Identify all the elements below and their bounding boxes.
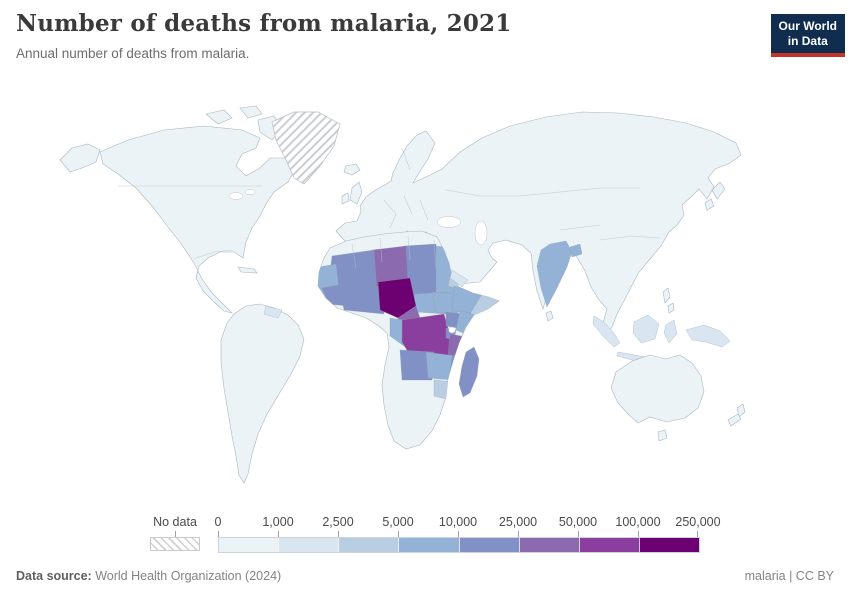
legend-no-data-label: No data: [153, 515, 197, 529]
landmass-north-america[interactable]: [99, 125, 297, 314]
world-map-container: [0, 88, 850, 512]
country-indonesia[interactable]: [592, 314, 678, 364]
country-papua-new-guinea[interactable]: [685, 324, 731, 348]
legend-bin-5[interactable]: [518, 538, 579, 552]
chart-header: Number of deaths from malaria, 2021 Annu…: [16, 10, 760, 61]
country-zimbabwe[interactable]: [433, 379, 455, 401]
country-guyana-region[interactable]: [263, 305, 283, 319]
legend-tick-label-4: 10,000: [438, 515, 478, 529]
country-new-zealand[interactable]: [727, 403, 746, 427]
legend-tick-label-0: 0: [214, 515, 222, 529]
owid-logo[interactable]: Our World in Data: [770, 14, 845, 57]
legend-colorbar: 0 1,000 2,500 5,000 10,000 25,000 50,000…: [214, 515, 721, 555]
data-source-value: World Health Organization (2024): [91, 569, 282, 583]
country-madagascar[interactable]: [458, 346, 480, 398]
landmass-alaska[interactable]: [59, 143, 101, 173]
chart-title: Number of deaths from malaria, 2021: [16, 10, 512, 37]
legend-bin-6[interactable]: [578, 538, 639, 552]
inland-seas: [228, 188, 488, 246]
country-greenland-no-data[interactable]: [271, 111, 341, 185]
country-congo[interactable]: [389, 317, 405, 347]
landmass-australia[interactable]: [610, 354, 705, 424]
legend-tick-4: [458, 531, 459, 537]
legend-tick-3: [398, 531, 399, 537]
landmass-south-america[interactable]: [220, 303, 305, 484]
legend-tick-0: [218, 531, 219, 537]
legend-tick-5: [518, 531, 519, 537]
country-india-northeast[interactable]: [569, 243, 583, 258]
legend-tick-7: [638, 531, 639, 537]
owid-logo-line1: Our World: [778, 19, 837, 33]
legend-tick-label-5: 25,000: [498, 515, 538, 529]
legend-bin-0[interactable]: [219, 538, 279, 552]
legend-bin-3[interactable]: [398, 538, 459, 552]
legend-tick-6: [578, 531, 579, 537]
legend-tick-label-8: 250,000: [675, 515, 721, 529]
chart-footer: Data source: World Health Organization (…: [16, 569, 834, 583]
country-angola[interactable]: [399, 349, 435, 381]
legend-color-bar: [218, 537, 700, 553]
lake-victoria: [448, 326, 456, 334]
country-ireland[interactable]: [341, 192, 350, 205]
legend-tick-label-3: 5,000: [382, 515, 414, 529]
legend-bin-4[interactable]: [458, 538, 519, 552]
legend-no-data-tick: [175, 531, 176, 537]
legend-tick-label-6: 50,000: [558, 515, 598, 529]
legend-bin-2[interactable]: [338, 538, 399, 552]
license-link[interactable]: malaria | CC BY: [744, 569, 834, 583]
data-source-label: Data source:: [16, 569, 92, 583]
map-legend: No data 0 1,000 2,500 5,000 10,000 25,00…: [150, 515, 732, 555]
legend-tick-8: [697, 531, 698, 537]
country-cuba[interactable]: [237, 266, 258, 274]
data-source-line: Data source: World Health Organization (…: [16, 569, 281, 583]
country-cote-divoire-ghana-benin[interactable]: [339, 285, 385, 315]
world-map[interactable]: [0, 88, 850, 512]
country-iceland[interactable]: [343, 163, 361, 176]
legend-tick-1: [278, 531, 279, 537]
legend-tick-label-7: 100,000: [615, 515, 661, 529]
owid-logo-line2: in Data: [787, 34, 828, 48]
country-united-kingdom[interactable]: [349, 181, 363, 205]
country-india[interactable]: [536, 240, 573, 308]
country-philippines[interactable]: [662, 287, 675, 314]
country-japan[interactable]: [704, 181, 726, 211]
legend-tick-label-2: 2,500: [322, 515, 354, 529]
legend-no-data-swatch[interactable]: [150, 537, 200, 551]
country-borders: [118, 147, 661, 269]
chart-subtitle: Annual number of deaths from malaria.: [16, 46, 250, 61]
legend-bin-1[interactable]: [278, 538, 339, 552]
legend-tick-2: [338, 531, 339, 537]
country-sri-lanka[interactable]: [545, 310, 554, 322]
country-tasmania[interactable]: [657, 429, 668, 442]
country-yemen[interactable]: [449, 269, 469, 288]
legend-tick-label-1: 1,000: [262, 515, 294, 529]
legend-bin-7[interactable]: [638, 538, 699, 552]
